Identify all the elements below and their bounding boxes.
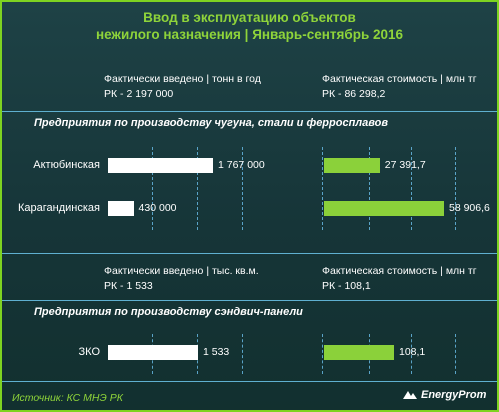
block1-left-total: РК - 2 197 000	[104, 88, 174, 100]
energyprom-logo: EnergyProm	[402, 389, 486, 401]
block1-right-total: РК - 86 298,2	[322, 88, 386, 100]
bar-right-ЗКО	[324, 345, 394, 360]
energyprom-logo-icon	[402, 390, 418, 400]
bar-left-value: 1 533	[203, 346, 230, 358]
block1-left-header: Фактически введено | тонн в год РК - 2 1…	[104, 72, 261, 102]
gridline	[242, 147, 243, 230]
gridline	[411, 334, 412, 374]
gridline	[152, 147, 153, 230]
bar-left-ЗКО	[108, 345, 198, 360]
gridline	[369, 147, 370, 230]
bar-left-value: 430 000	[138, 202, 177, 214]
block2-right-total: РК - 108,1	[322, 280, 371, 292]
title-line-2: нежилого назначения | Январь-сентябрь 20…	[95, 27, 404, 42]
block2-section-title: Предприятия по производству сэндвич-пане…	[34, 306, 303, 318]
separator-line	[2, 381, 497, 382]
category-label: ЗКО	[78, 346, 100, 358]
chart-block-2: ЗКО 1 533 108,1	[2, 2, 497, 382]
gridline	[455, 334, 456, 374]
block2-right-header: Фактическая стоимость | млн тг РК - 108,…	[322, 264, 477, 294]
gridline	[242, 334, 243, 374]
separator-line	[2, 300, 497, 301]
title-line-1: Ввод в эксплуатацию объектов	[143, 10, 356, 25]
chart-block-1: Актюбинская 1 767 000 27 391,7 Карагандинск…	[2, 2, 497, 242]
bar-right-value: 27 391,7	[384, 159, 426, 171]
block2-left-total: РК - 1 533	[104, 280, 153, 292]
energyprom-logo-text: EnergyProm	[421, 389, 487, 401]
bar-left-Карагандинская	[108, 201, 134, 216]
bar-right-value: 58 906,6	[449, 202, 490, 214]
separator-line	[2, 253, 497, 254]
block1-left-header-text: Фактически введено | тонн в год	[104, 73, 261, 85]
gridline	[411, 147, 412, 230]
category-label: Актюбинская	[33, 159, 100, 171]
gridline	[322, 334, 323, 374]
separator-line	[2, 111, 497, 112]
bar-right-value: 108,1	[399, 346, 426, 358]
gridline	[455, 147, 456, 230]
bar-right-Карагандинская	[324, 201, 444, 216]
gridline	[322, 147, 323, 230]
bar-left-value: 1 767 000	[218, 159, 265, 171]
bar-left-Актюбинская	[108, 158, 213, 173]
block1-section-title: Предприятия по производству чугуна, стал…	[34, 117, 388, 129]
block1-right-header: Фактическая стоимость | млн тг РК - 86 2…	[322, 72, 477, 102]
gridline	[197, 147, 198, 230]
block2-left-header-text: Фактически введено | тыс. кв.м.	[104, 265, 259, 277]
bar-right-Актюбинская	[324, 158, 380, 173]
block2-left-header: Фактически введено | тыс. кв.м. РК - 1 5…	[104, 264, 259, 294]
block1-right-header-text: Фактическая стоимость | млн тг	[322, 73, 477, 85]
category-label: Карагандинская	[18, 202, 100, 214]
block2-right-header-text: Фактическая стоимость | млн тг	[322, 265, 477, 277]
chart-title: Ввод в эксплуатацию объектов нежилого на…	[2, 9, 497, 43]
source-note: Источник: КС МНЭ РК	[12, 392, 123, 404]
